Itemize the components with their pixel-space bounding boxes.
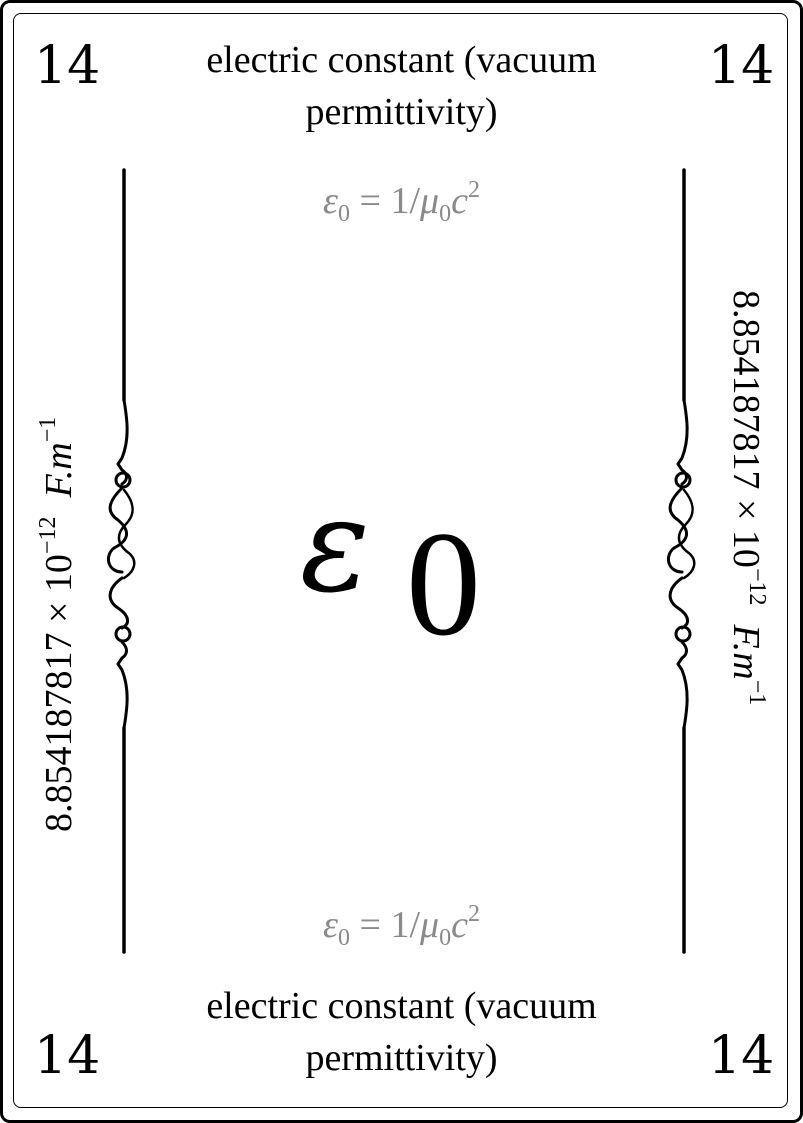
card-name-top: electric constant (vacuum permittivity) xyxy=(206,39,597,133)
corner-number-top-right: 14 xyxy=(708,36,775,96)
ornament-divider-right xyxy=(666,168,696,954)
value-unit-exponent: −1 xyxy=(744,679,770,706)
formula-c-exponent: 2 xyxy=(467,901,480,927)
formula-epsilon: ε xyxy=(323,904,339,946)
formula-equals: = 1/ xyxy=(350,180,421,222)
value-unit-exponent: −1 xyxy=(35,416,61,443)
card-border-inner xyxy=(13,13,788,1108)
formula-bottom: ε0 = 1/μ0c2 xyxy=(200,902,603,950)
card-symbol: ε 0 xyxy=(300,470,481,660)
formula-epsilon: ε xyxy=(323,180,339,222)
formula-c: c xyxy=(451,904,468,946)
corner-number-bottom-left: 14 xyxy=(34,1026,101,1086)
formula-epsilon-subscript: 0 xyxy=(338,201,351,227)
value-unit: F.m xyxy=(38,442,80,498)
value-exponent: −12 xyxy=(744,567,770,606)
formula-mu-subscript: 0 xyxy=(439,925,452,951)
value-mantissa: 8.854187817 × 10 xyxy=(38,554,80,832)
value-unit: F.m xyxy=(725,624,767,680)
value-right: 8.854187817 × 10−12 F.m−1 xyxy=(725,290,770,705)
formula-c-exponent: 2 xyxy=(467,177,480,203)
ornament-divider-left xyxy=(106,168,136,954)
corner-number-top-left: 14 xyxy=(34,36,101,96)
card-name-bottom: electric constant (vacuum permittivity) xyxy=(206,985,597,1079)
value-left: 8.854187817 × 10−12 F.m−1 xyxy=(35,417,80,832)
corner-number-bottom-right: 14 xyxy=(708,1026,775,1086)
formula-equals: = 1/ xyxy=(350,904,421,946)
formula-c: c xyxy=(451,180,468,222)
symbol-epsilon: ε xyxy=(300,470,370,621)
value-mantissa: 8.854187817 × 10 xyxy=(725,290,767,568)
formula-mu: μ xyxy=(420,180,440,222)
formula-top: ε0 = 1/μ0c2 xyxy=(200,178,603,226)
value-exponent: −12 xyxy=(35,516,61,555)
formula-mu: μ xyxy=(420,904,440,946)
formula-epsilon-subscript: 0 xyxy=(338,925,351,951)
symbol-subscript: 0 xyxy=(406,501,481,660)
formula-mu-subscript: 0 xyxy=(439,201,452,227)
